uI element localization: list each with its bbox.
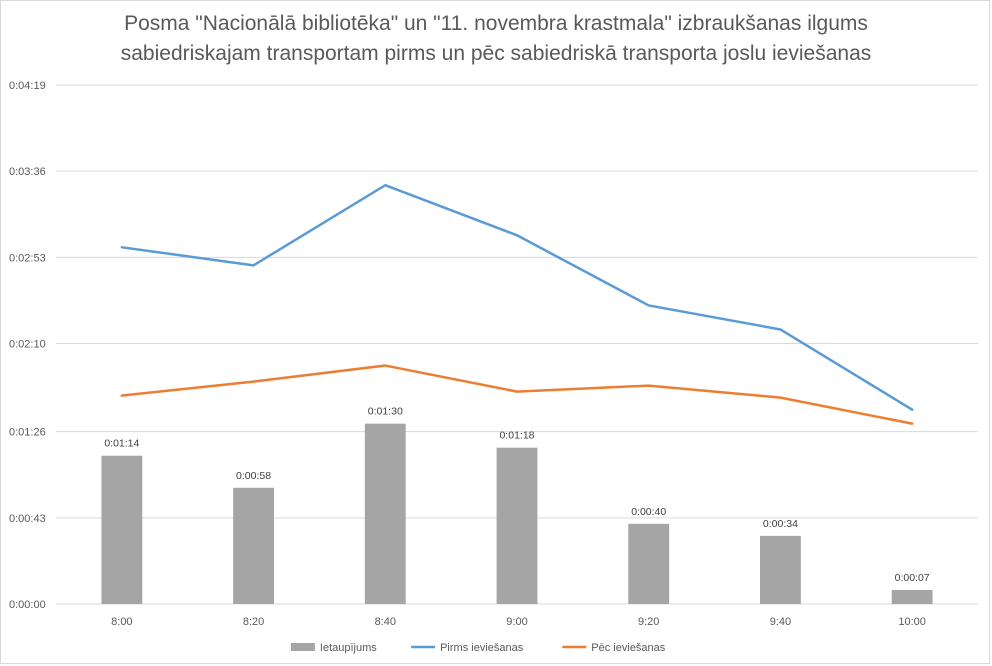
bar-data-label: 0:01:30 (368, 406, 403, 418)
series-line (120, 183, 914, 411)
bar-data-label: 0:00:34 (763, 518, 798, 530)
chart-title-line-2: sabiedriskajam transportam pirms un pēc … (120, 42, 872, 65)
chart-title: Posma "Nacionālā bibliotēka" un "11. nov… (1, 9, 991, 69)
bar (233, 487, 274, 604)
bar (364, 423, 406, 604)
x-tick-label: 9:20 (638, 616, 659, 628)
series-line (120, 364, 914, 425)
bar (628, 523, 670, 604)
y-tick-label: 0:03:36 (9, 166, 46, 178)
x-tick-label: 9:40 (770, 616, 791, 628)
x-tick-label: 8:20 (243, 616, 264, 628)
y-tick-label: 0:01:26 (9, 427, 46, 439)
y-tick-label: 0:04:19 (9, 80, 46, 92)
x-tick-label: 10:00 (898, 616, 926, 628)
legend-label: Ietaupījums (320, 642, 377, 654)
x-tick-label: 9:00 (506, 616, 527, 628)
bar-data-label: 0:00:07 (895, 572, 930, 584)
bar-data-label: 0:00:58 (236, 470, 271, 482)
y-tick-label: 0:00:43 (9, 513, 46, 525)
bar (760, 535, 801, 604)
bar-data-label: 0:00:40 (631, 506, 666, 518)
x-tick-label: 8:40 (375, 616, 396, 628)
x-tick-label: 8:00 (111, 616, 132, 628)
bar (496, 447, 538, 604)
bar-data-label: 0:01:18 (499, 430, 534, 442)
bar-data-label: 0:01:14 (104, 438, 139, 450)
y-tick-label: 0:00:00 (9, 599, 46, 611)
y-tick-label: 0:02:10 (9, 338, 46, 350)
bar (101, 455, 143, 604)
y-tick-label: 0:02:53 (9, 252, 46, 264)
legend-swatch (290, 643, 315, 651)
legend-label: Pēc ieviešanas (591, 642, 665, 654)
bar (891, 589, 933, 604)
chart-title-line-1: Posma "Nacionālā bibliotēka" un "11. nov… (124, 12, 868, 35)
legend-label: Pirms ieviešanas (440, 642, 524, 654)
